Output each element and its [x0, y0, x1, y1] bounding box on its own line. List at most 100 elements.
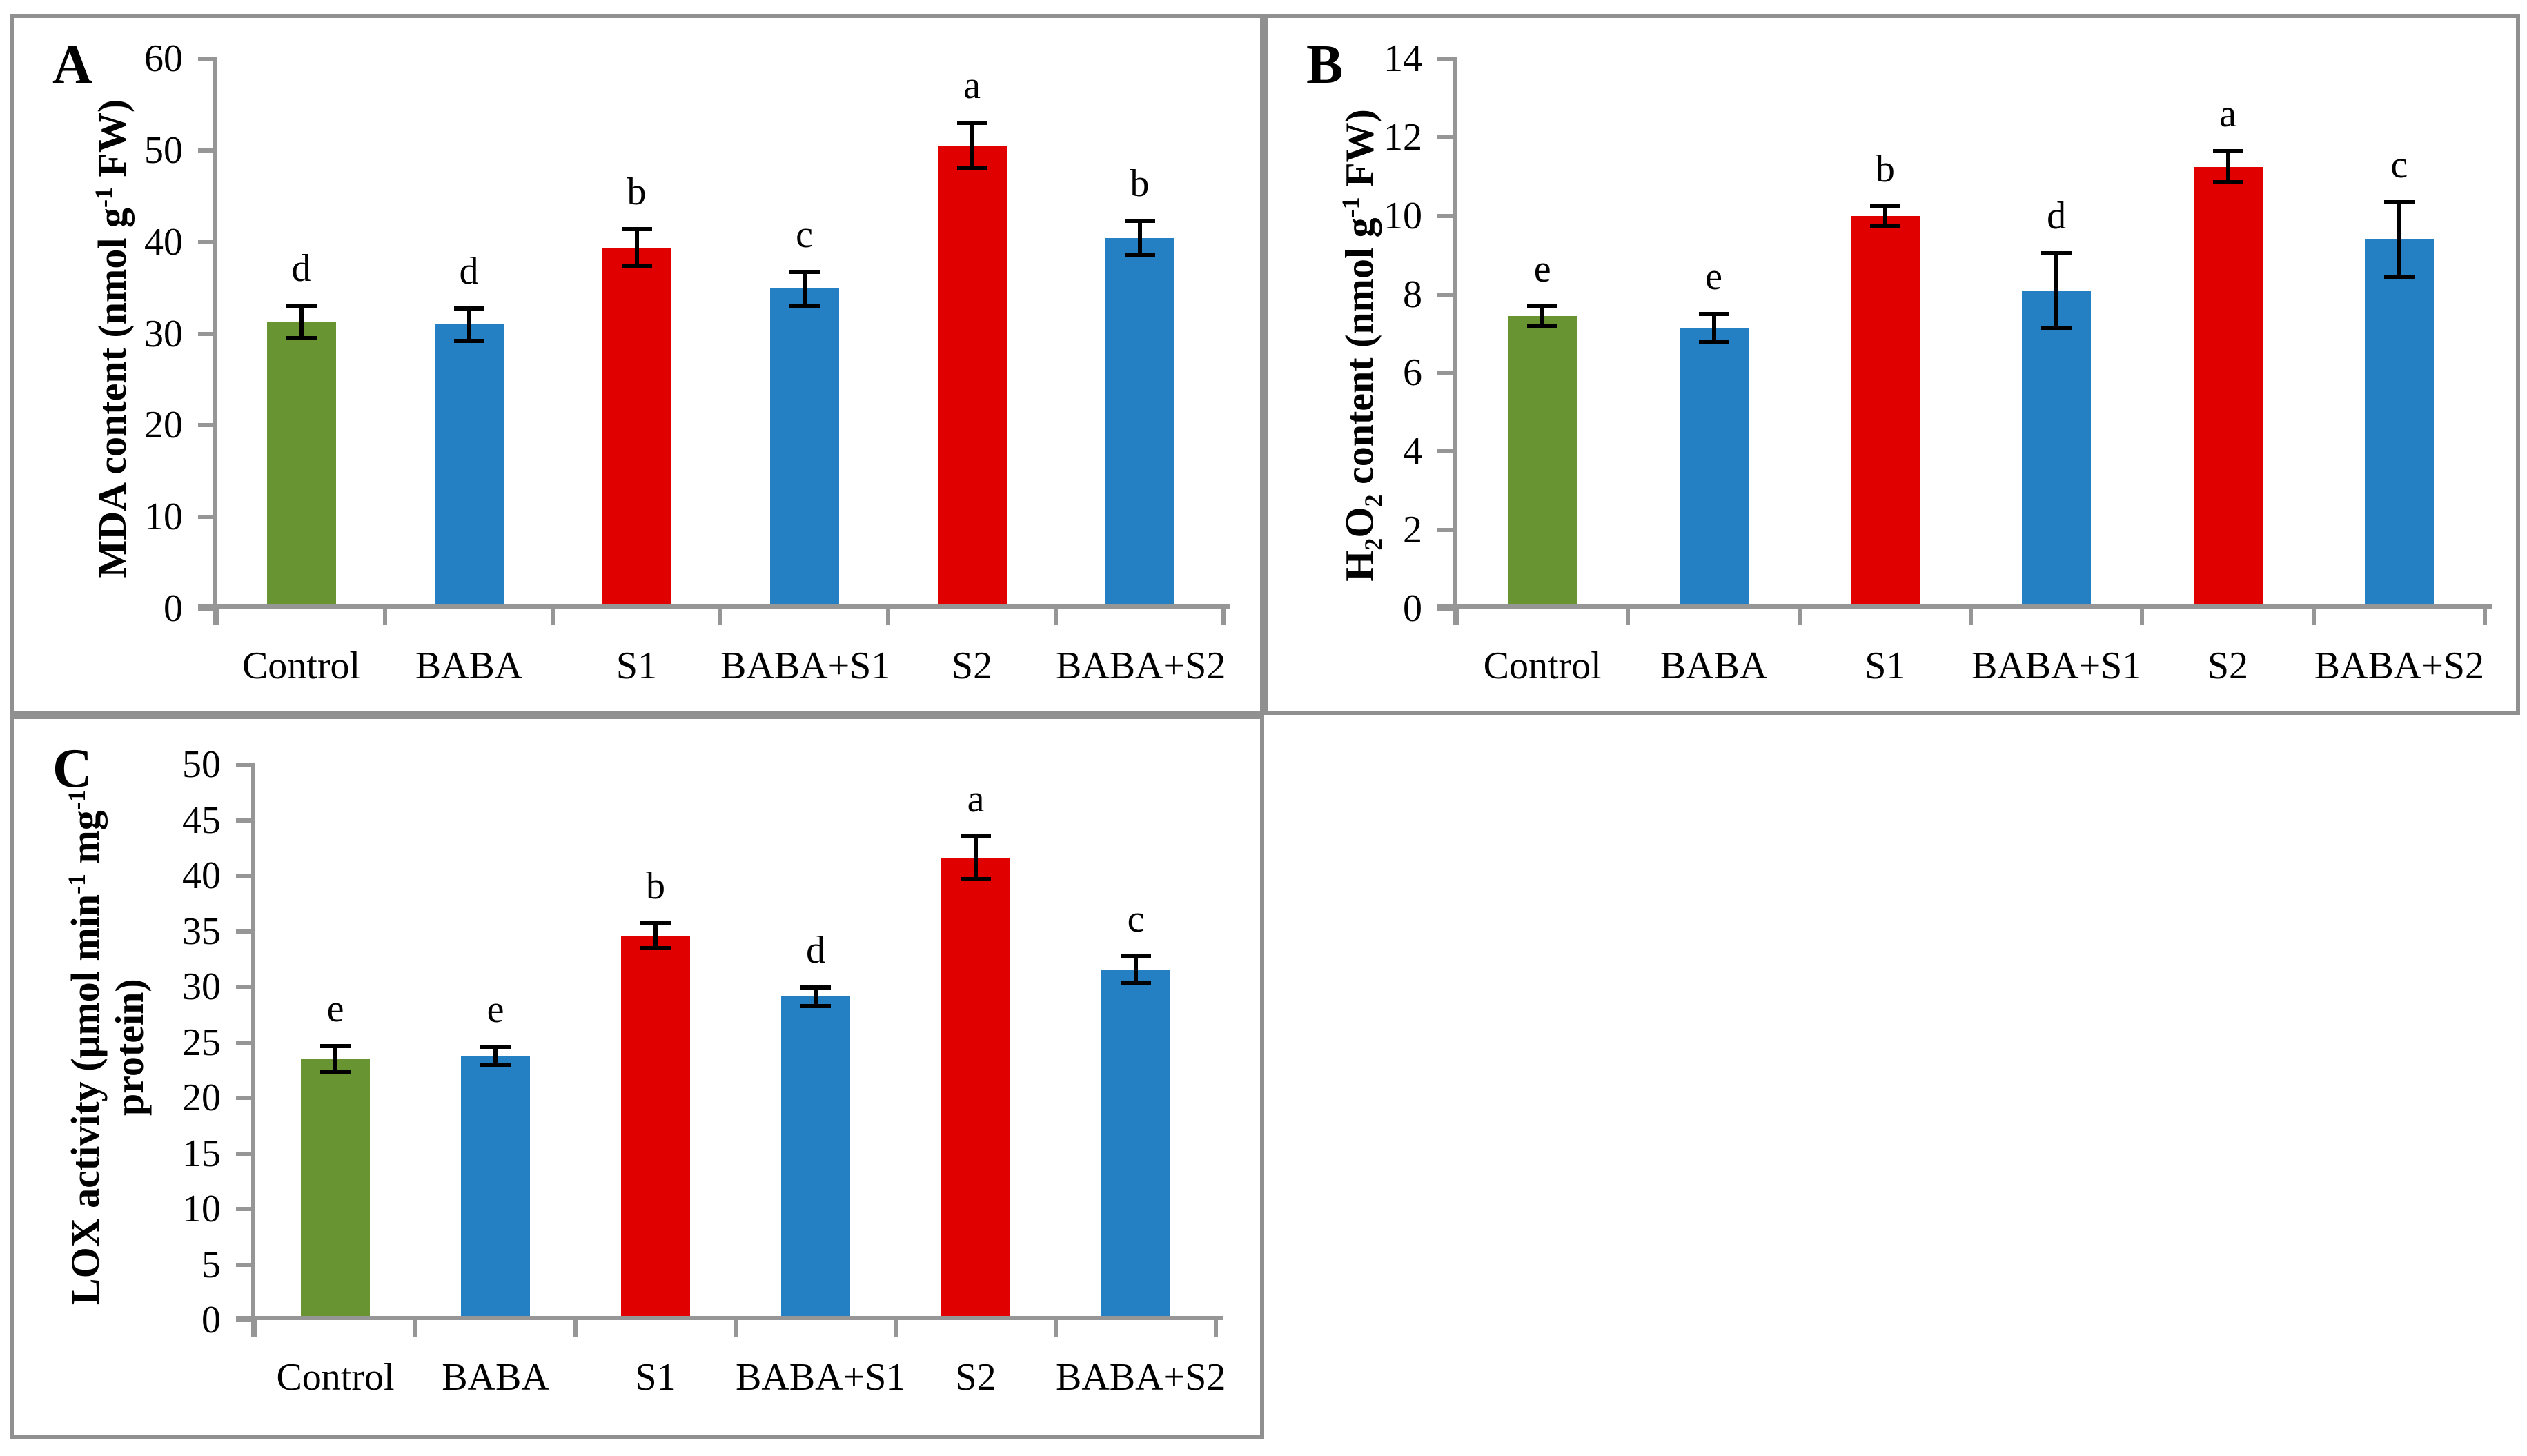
- significance-letter: d: [291, 246, 311, 290]
- x-category-label: S1: [635, 1356, 676, 1399]
- error-bar: [2397, 199, 2401, 279]
- significance-letter: c: [1127, 898, 1145, 941]
- error-bar: [653, 921, 658, 950]
- error-bar-top-cap: [286, 303, 317, 308]
- y-tick-label: 30: [144, 312, 183, 355]
- bar-s1: [621, 935, 690, 1320]
- y-tick-mark: [236, 1040, 255, 1045]
- error-bar: [333, 1043, 337, 1074]
- y-tick-label: 10: [182, 1188, 221, 1230]
- y-tick-mark: [198, 607, 217, 611]
- y-tick-label: 20: [144, 404, 183, 447]
- panel-c: C LOX activity (μmol min-1 mg-1 protein) …: [10, 715, 1264, 1439]
- x-category-label: Control: [242, 645, 361, 687]
- y-axis: [251, 763, 255, 1337]
- error-bar-bottom-cap: [1124, 253, 1155, 258]
- x-tick-mark: [2140, 609, 2145, 625]
- x-tick-mark: [1221, 609, 1226, 625]
- y-tick-label: 2: [1403, 509, 1422, 552]
- x-category-label: Control: [276, 1356, 395, 1399]
- y-tick-mark: [1437, 213, 1457, 218]
- y-tick-label: 45: [182, 798, 221, 842]
- x-tick-mark: [551, 609, 555, 625]
- bar-control: [301, 1059, 370, 1320]
- error-bar-bottom-cap: [2041, 325, 2072, 330]
- bar-baba: [434, 324, 504, 609]
- y-tick-mark: [1437, 528, 1457, 533]
- bar-baba-s2: [1101, 970, 1170, 1320]
- y-tick-mark: [236, 1096, 255, 1100]
- significance-letter: a: [963, 64, 981, 108]
- error-bar-bottom-cap: [1869, 223, 1900, 228]
- error-bar-bottom-cap: [800, 1003, 831, 1008]
- y-tick-mark: [198, 515, 217, 520]
- y-tick-label: 30: [182, 965, 221, 1008]
- x-tick-mark: [1626, 609, 1631, 625]
- bar-s2: [941, 858, 1010, 1320]
- x-category-label: S2: [2207, 645, 2249, 687]
- x-tick-mark: [1054, 1320, 1058, 1337]
- x-tick-mark: [1214, 1320, 1218, 1337]
- significance-letter: e: [1533, 247, 1551, 291]
- error-bar-top-cap: [1527, 304, 1558, 308]
- error-bar: [493, 1044, 498, 1067]
- y-tick-mark: [1437, 607, 1457, 611]
- bar-baba: [461, 1055, 530, 1320]
- x-tick-mark: [734, 1320, 738, 1337]
- error-bar: [634, 227, 639, 268]
- error-bar-top-cap: [956, 121, 987, 126]
- error-bar: [814, 985, 818, 1008]
- y-tick-label: 60: [144, 37, 183, 80]
- significance-letter: b: [627, 170, 647, 214]
- error-bar-bottom-cap: [961, 877, 991, 882]
- y-axis: [1453, 57, 1457, 625]
- y-tick-mark: [236, 874, 255, 878]
- panel-b: B H2O2 content (nmol g-1 FW) 0 2 4 6 8 10 12 14…: [1264, 14, 2520, 715]
- significance-letter: e: [1705, 255, 1722, 299]
- y-tick-label: 8: [1403, 273, 1422, 316]
- x-category-label: BABA+S2: [1056, 645, 1226, 687]
- y-tick-label: 25: [182, 1021, 221, 1064]
- error-bar: [2225, 148, 2230, 185]
- plot-area: 0 10 20 30 40 50 60 d Control d BABA b S1 c BABA+S1 a S2…: [14, 18, 1260, 711]
- x-tick-mark: [573, 1320, 578, 1337]
- error-bar: [1882, 204, 1887, 228]
- error-bar: [802, 269, 807, 308]
- x-category-label: S1: [616, 645, 658, 687]
- x-tick-mark: [2483, 609, 2487, 625]
- error-bar-top-cap: [480, 1044, 511, 1049]
- error-bar-top-cap: [1698, 312, 1729, 317]
- error-bar-top-cap: [2212, 148, 2243, 153]
- error-bar-top-cap: [2041, 250, 2072, 255]
- x-category-label: BABA+S2: [1056, 1356, 1226, 1399]
- y-tick-mark: [198, 239, 217, 244]
- error-bar-top-cap: [320, 1043, 351, 1048]
- bar-baba-s1: [2022, 290, 2092, 609]
- x-tick-mark: [1969, 609, 1973, 625]
- error-bar-bottom-cap: [453, 338, 484, 343]
- y-tick-label: 15: [182, 1132, 221, 1175]
- error-bar-top-cap: [1869, 204, 1900, 208]
- bar-baba-s1: [781, 996, 850, 1320]
- x-category-label: BABA+S1: [1972, 645, 2142, 687]
- significance-letter: c: [796, 213, 813, 256]
- y-tick-mark: [198, 148, 217, 153]
- y-tick-mark: [198, 331, 217, 336]
- y-tick-mark: [1437, 371, 1457, 375]
- error-bar-bottom-cap: [2383, 274, 2415, 279]
- error-bar-bottom-cap: [789, 304, 820, 308]
- y-tick-label: 0: [164, 587, 183, 630]
- error-bar-bottom-cap: [480, 1062, 511, 1067]
- y-tick-mark: [236, 1318, 255, 1322]
- y-tick-label: 10: [1384, 194, 1422, 237]
- y-tick-label: 50: [144, 128, 183, 172]
- error-bar-bottom-cap: [286, 335, 317, 340]
- x-category-label: S2: [951, 645, 993, 687]
- y-tick-mark: [236, 818, 255, 823]
- x-category-label: BABA: [442, 1356, 549, 1399]
- y-tick-label: 14: [1384, 37, 1422, 80]
- y-tick-mark: [1437, 135, 1457, 139]
- error-bar-top-cap: [789, 269, 820, 274]
- x-category-label: S2: [955, 1356, 996, 1399]
